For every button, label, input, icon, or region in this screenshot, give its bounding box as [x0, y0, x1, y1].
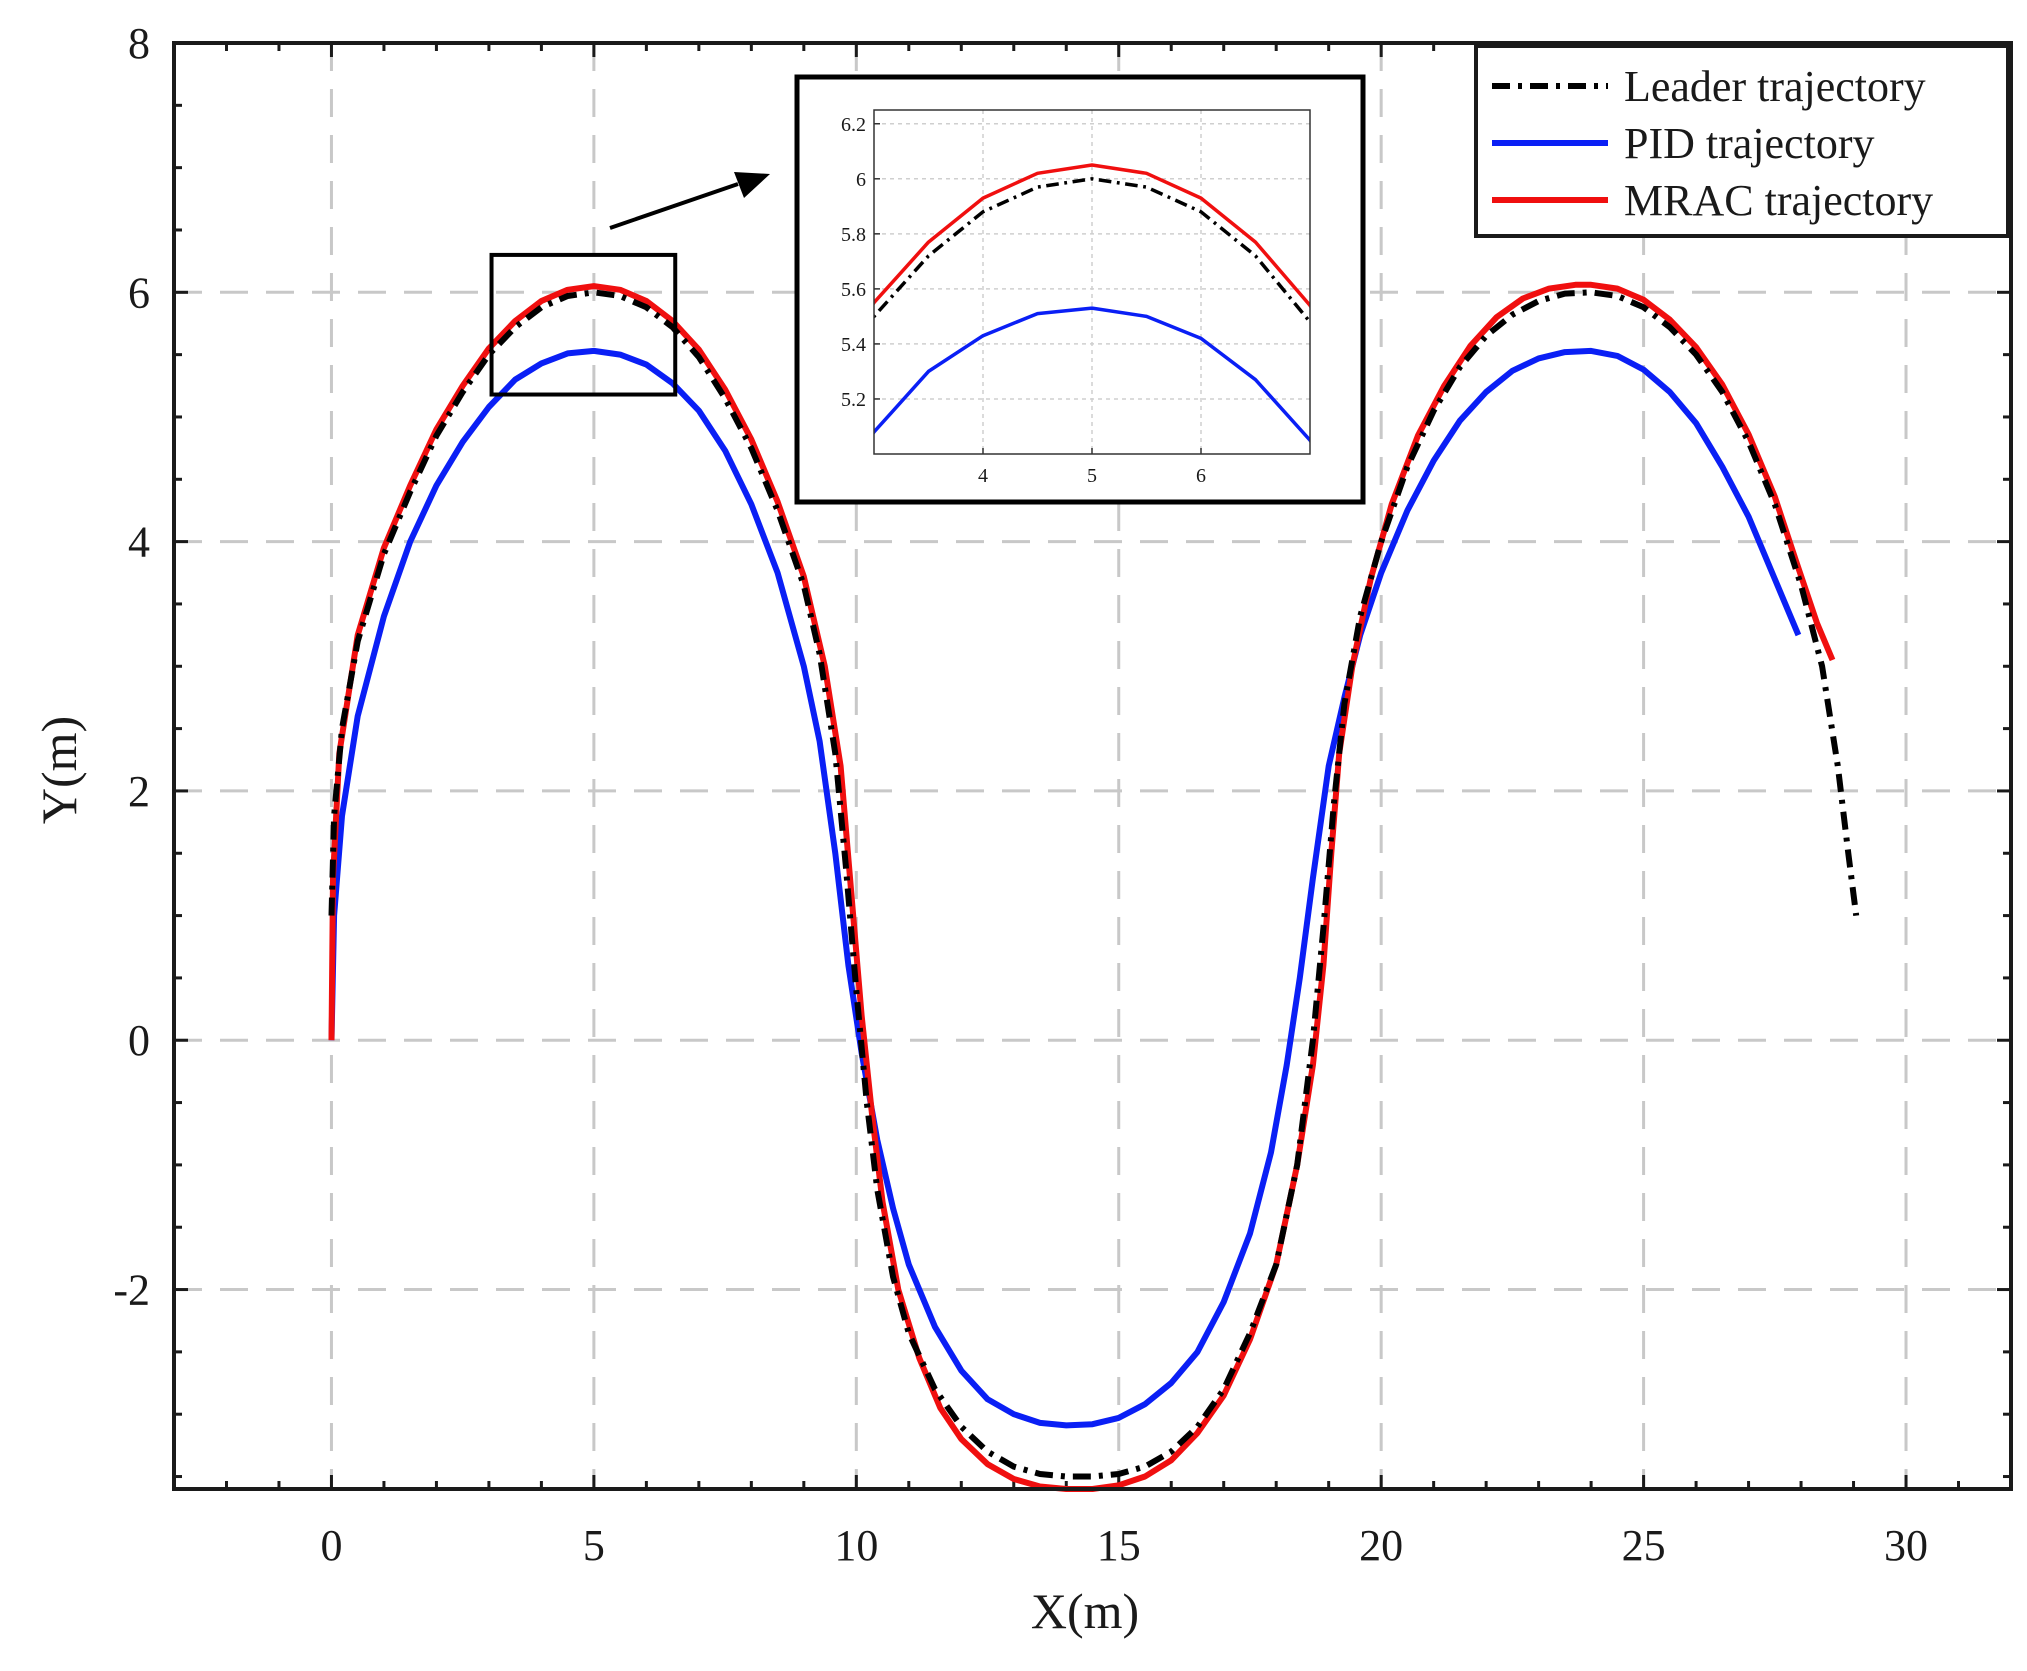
zoom-arrow-head — [734, 172, 770, 198]
x-tick-label: 20 — [1359, 1521, 1403, 1570]
inset-x-tick-label: 6 — [1196, 465, 1206, 487]
zoom-source-rect — [489, 252, 678, 397]
y-tick-label: 4 — [128, 518, 150, 567]
x-tick-label: 0 — [320, 1521, 342, 1570]
inset-y-tick-label: 5.2 — [841, 389, 866, 411]
inset-axes-frame — [873, 109, 1311, 455]
x-tick-label: 15 — [1097, 1521, 1141, 1570]
inset-border — [794, 74, 1366, 505]
y-tick-label: 2 — [128, 767, 150, 816]
inset-y-tick-label: 5.4 — [841, 334, 866, 356]
y-tick-label: 6 — [128, 268, 150, 317]
inset-zoom-plot: 4 5 6 5.2 5.4 5.6 5.8 6 6.2 — [794, 74, 1366, 505]
zoom-source-box — [489, 172, 770, 397]
y-tick-label: 8 — [128, 19, 150, 68]
legend-label: Leader trajectory — [1624, 62, 1926, 111]
inset-y-tick-label: 5.8 — [841, 224, 866, 246]
y-axis-label: Y(m) — [31, 716, 87, 824]
y-tick-label: -2 — [113, 1266, 150, 1315]
inset-series — [874, 163, 1310, 444]
inset-series-line — [874, 306, 1310, 444]
tick-labels: 0 5 10 15 20 25 30 -2 0 2 4 6 8 — [113, 19, 1928, 1570]
plot-frame — [172, 41, 2013, 1491]
legend-label: MRAC trajectory — [1624, 176, 1933, 225]
y-tick-label: 0 — [128, 1016, 150, 1065]
x-axis-label: X(m) — [1031, 1583, 1139, 1639]
inset-series-line — [874, 177, 1310, 326]
inset-y-tick-label: 5.6 — [841, 279, 866, 301]
inset-x-tick-label: 5 — [1087, 465, 1097, 487]
inset-y-tick-label: 6 — [856, 169, 866, 191]
x-tick-label: 25 — [1622, 1521, 1666, 1570]
x-tick-label: 30 — [1884, 1521, 1928, 1570]
x-tick-label: 10 — [834, 1521, 878, 1570]
legend-label: PID trajectory — [1624, 119, 1874, 168]
inset-series-line — [874, 163, 1310, 309]
inset-x-tick-label: 4 — [978, 465, 988, 487]
legend: Leader trajectory PID trajectory MRAC traj… — [1474, 44, 2010, 238]
series-line — [328, 289, 1860, 1480]
inset-y-tick-label: 6.2 — [841, 114, 866, 136]
x-tick-label: 5 — [583, 1521, 605, 1570]
zoom-arrow-shaft — [609, 182, 739, 230]
series-line — [328, 347, 1802, 1429]
